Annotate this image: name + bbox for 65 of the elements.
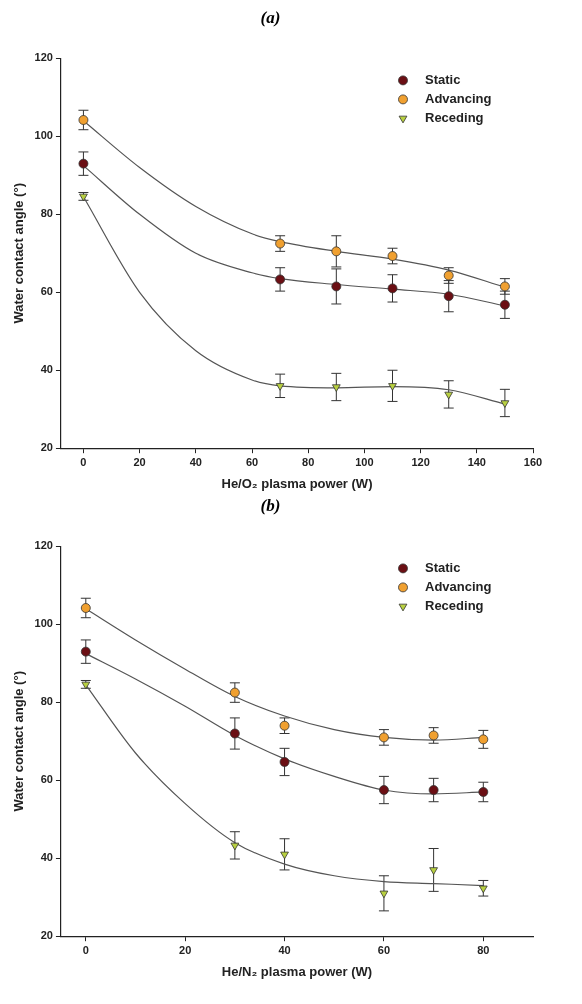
y-axis-title: Water contact angle (°)	[11, 183, 27, 324]
point	[387, 283, 398, 294]
point	[331, 246, 342, 257]
point	[78, 115, 89, 125]
point	[388, 383, 397, 391]
point	[229, 728, 240, 739]
y-tick-label: 80	[40, 207, 53, 220]
x-tick-label: 40	[189, 455, 202, 468]
legend-label: Advancing	[425, 90, 492, 106]
point	[331, 281, 342, 292]
point	[279, 757, 290, 767]
legend-label: Static	[425, 71, 461, 87]
legend-label: Advancing	[425, 578, 492, 594]
x-tick-label: 140	[467, 455, 486, 468]
x-tick-label: 0	[82, 943, 89, 956]
point	[230, 842, 240, 851]
x-tick-label: 60	[377, 943, 391, 956]
point	[78, 158, 89, 169]
y-tick-label: 60	[40, 285, 53, 298]
chart-title: (a)	[260, 7, 281, 27]
y-tick-label: 40	[40, 851, 53, 864]
x-axis-title: He/N₂ plasma power (W)	[221, 963, 373, 979]
point	[500, 299, 510, 310]
point	[428, 785, 439, 795]
point	[80, 603, 91, 613]
point	[429, 867, 438, 875]
point	[275, 383, 285, 391]
x-tick-label: 40	[278, 943, 291, 956]
x-tick-label: 80	[477, 943, 490, 956]
point	[229, 687, 240, 698]
chart-title: (b)	[260, 495, 281, 515]
x-tick-label: 0	[80, 455, 87, 468]
y-tick-label: 20	[40, 441, 53, 454]
point	[332, 384, 341, 392]
point	[80, 646, 91, 657]
y-tick-label: 120	[34, 539, 53, 552]
x-tick-label: 160	[523, 455, 543, 468]
x-tick-label: 60	[245, 455, 259, 468]
y-tick-label: 60	[40, 773, 53, 786]
point	[443, 291, 454, 302]
y-tick-label: 80	[40, 695, 53, 708]
point	[500, 400, 510, 408]
legend-label: Static	[425, 559, 461, 575]
point	[379, 890, 389, 899]
x-tick-label: 20	[133, 455, 146, 468]
x-axis-title: He/O₂ plasma power (W)	[221, 475, 373, 491]
x-tick-label: 20	[179, 943, 192, 956]
y-tick-label: 100	[34, 617, 53, 630]
legend-label: Receding	[425, 597, 484, 613]
point	[478, 787, 489, 797]
y-axis-title: Water contact angle (°)	[11, 671, 27, 812]
x-tick-label: 100	[355, 455, 374, 468]
point	[275, 274, 286, 285]
point	[444, 391, 453, 400]
x-tick-label: 120	[411, 455, 430, 468]
point	[379, 785, 389, 795]
legend-label: Receding	[425, 109, 484, 125]
y-tick-label: 120	[34, 51, 53, 64]
y-tick-label: 100	[34, 129, 53, 142]
y-tick-label: 40	[40, 363, 53, 376]
point	[479, 885, 488, 894]
y-tick-label: 20	[40, 929, 53, 942]
point	[280, 851, 289, 860]
x-tick-label: 80	[302, 455, 315, 468]
point	[478, 734, 489, 745]
